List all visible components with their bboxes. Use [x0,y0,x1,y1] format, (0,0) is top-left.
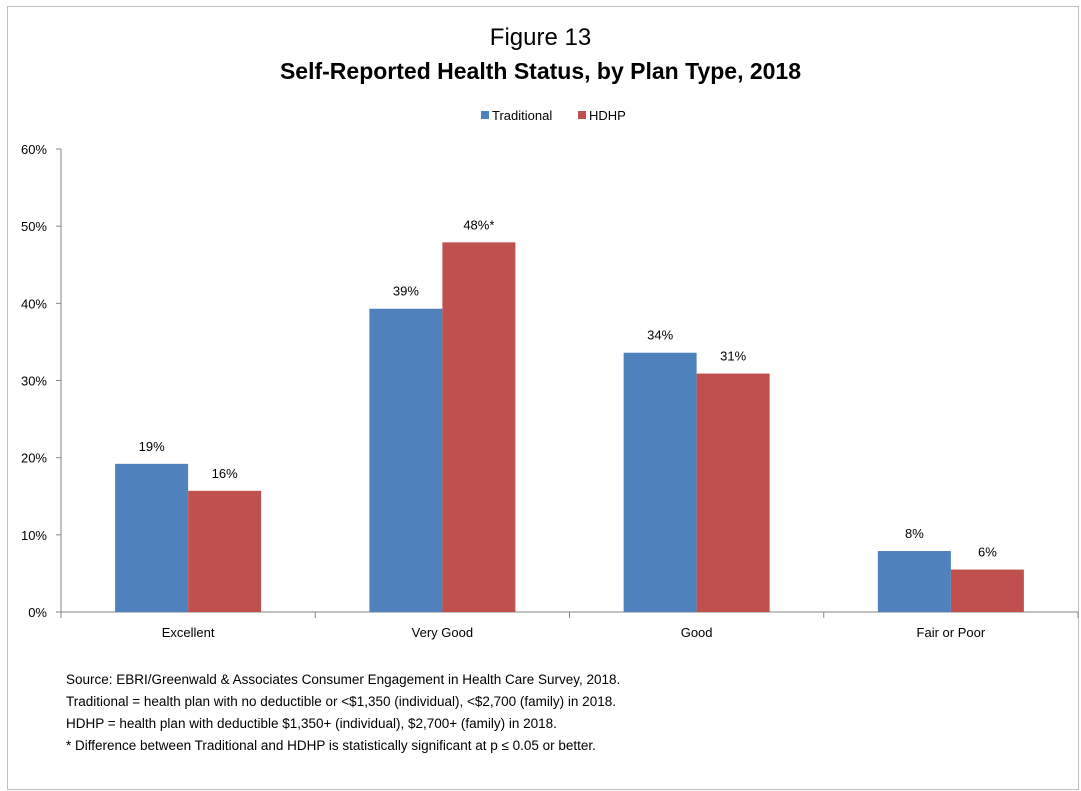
bar-hdhp [442,242,516,612]
y-tick-label: 40% [21,296,47,311]
legend-swatch-hdhp [578,111,586,119]
data-label-hdhp: 31% [720,349,746,364]
y-tick-label: 0% [28,605,47,620]
y-tick-label: 60% [21,142,47,157]
bar-traditional [369,308,443,612]
data-label-traditional: 39% [393,284,419,299]
source-note: Source: EBRI/Greenwald & Associates Cons… [66,672,621,687]
bar-chart: Traditional HDHP 0% 10% 20% 30% 40% 50% 60% Excel… [21,108,1079,640]
data-label-traditional: 34% [647,328,673,343]
chart-title: Self-Reported Health Status, by Plan Typ… [279,58,802,84]
data-label-traditional: 19% [139,439,165,454]
legend-label-traditional: Traditional [492,108,552,123]
figure-number: Figure 13 [489,24,592,51]
bar-traditional [623,352,697,612]
bar-hdhp [188,490,262,612]
data-label-hdhp: 48%* [463,217,494,232]
y-tick-label: 30% [21,374,47,389]
data-label-hdhp: 16% [212,466,238,481]
x-tick-label: Fair or Poor [917,625,986,640]
x-tick-label: Good [681,625,713,640]
y-tick-label: 20% [21,451,47,466]
data-label-traditional: 8% [905,526,924,541]
bar-traditional [877,551,951,612]
bar-hdhp [950,569,1024,612]
legend-label-hdhp: HDHP [589,108,626,123]
x-tick-label: Very Good [412,625,473,640]
chart-frame [7,6,1079,790]
x-tick-label: Excellent [162,625,215,640]
data-label-hdhp: 6% [978,545,997,560]
bar-traditional [115,463,189,612]
legend-swatch-traditional [481,111,489,119]
y-tick-label: 50% [21,219,47,234]
significance-note: * Difference between Traditional and HDH… [66,738,596,753]
bar-hdhp [696,373,770,612]
traditional-definition-note: Traditional = health plan with no deduct… [66,694,616,709]
hdhp-definition-note: HDHP = health plan with deductible $1,35… [66,716,557,731]
y-tick-label: 10% [21,528,47,543]
